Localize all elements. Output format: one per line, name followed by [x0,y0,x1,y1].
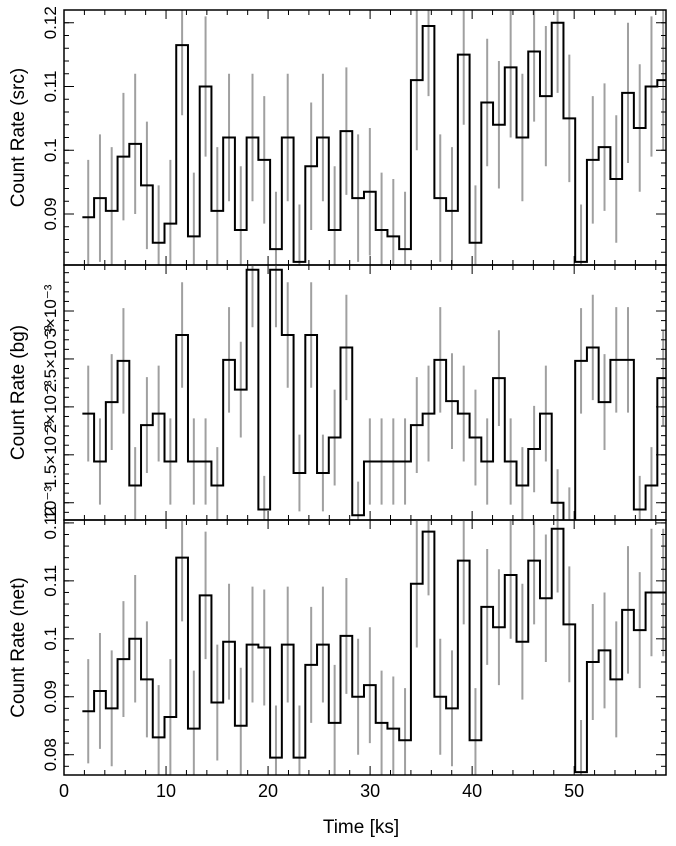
y-tick-label: 3×10⁻³ [41,284,60,337]
y-tick-label: 0.1 [41,627,60,651]
y-tick-label: 0.09 [41,197,60,230]
y-tick-label: 0.11 [41,565,60,597]
panel-1: 0.09 0.1 0.11 0.12 Count Rate (src) [8,6,667,266]
x-tick-labels: 0 10 20 30 40 50 [59,781,584,801]
y-axis-label: Count Rate (bg) [8,325,29,460]
y-tick-label: 0.12 [41,506,60,539]
y-tick-label: 0.09 [41,680,60,713]
y-axis-label: Count Rate (net) [8,577,29,717]
panel-plot-area [82,520,666,775]
y-tick-label: 0.11 [41,71,60,103]
x-tick-label: 40 [462,781,482,801]
y-axis-label: Count Rate (src) [8,68,29,207]
x-tick-label: 20 [258,781,278,801]
x-tick-label: 0 [59,781,69,801]
x-tick-label: 50 [564,781,584,801]
x-axis-label: Time [ks] [323,817,399,838]
x-tick-label: 10 [156,781,176,801]
panel-plot-area [82,10,666,265]
panel-frame [63,519,667,776]
y-tick-label: 0.12 [41,6,60,39]
light-curve-step-series [82,21,666,263]
y-tick-label: 0.1 [41,138,60,162]
y-tick-label: 10⁻³ [41,486,60,520]
x-tick-label: 30 [360,781,380,801]
panels: 0.09 0.1 0.11 0.12 Count Rate (src) 10⁻³1.5×1… [8,6,667,776]
y-tick-label: 0.08 [41,738,60,771]
y-tick-label: 2.5×10⁻³ [41,325,60,392]
light-curve-step-series [82,527,666,774]
light-curve-step-series [82,268,666,520]
panel-plot-area [82,265,666,520]
y-tick-label: 2×10⁻³ [41,380,60,433]
panel-2: 10⁻³1.5×10⁻³2×10⁻³2.5×10⁻³3×10⁻³ Count Ra… [8,264,667,521]
y-tick-label: 1.5×10⁻³ [41,421,60,488]
panel-3: 0.08 0.09 0.1 0.11 0.12 Count Rate (net) [8,506,667,776]
